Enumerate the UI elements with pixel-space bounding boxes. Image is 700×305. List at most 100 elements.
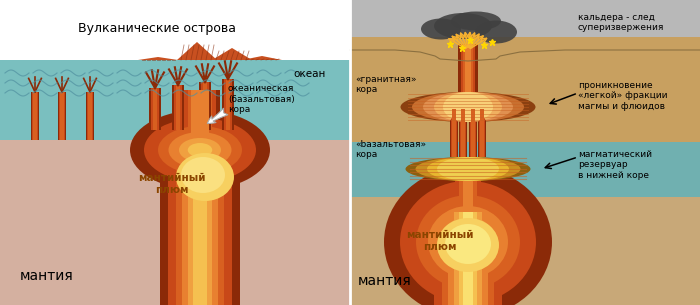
Ellipse shape <box>450 226 486 258</box>
Bar <box>199 82 211 130</box>
Bar <box>160 165 240 305</box>
Bar <box>459 212 477 305</box>
Ellipse shape <box>427 157 509 181</box>
Ellipse shape <box>421 19 461 40</box>
Polygon shape <box>138 57 178 60</box>
Bar <box>33 92 37 140</box>
Bar <box>478 109 486 157</box>
Ellipse shape <box>188 143 212 157</box>
Bar <box>442 212 494 305</box>
Bar <box>350 197 700 305</box>
Bar <box>168 165 232 305</box>
Bar <box>60 92 64 140</box>
Bar <box>58 92 66 140</box>
Bar <box>459 165 477 212</box>
Polygon shape <box>212 48 252 60</box>
Polygon shape <box>177 42 217 60</box>
Ellipse shape <box>458 233 478 251</box>
Ellipse shape <box>400 92 536 122</box>
Text: проникновение
«легкой» фракции
магмы и флюидов: проникновение «легкой» фракции магмы и ф… <box>578 81 668 111</box>
Bar <box>461 109 465 157</box>
Bar <box>465 44 471 92</box>
Ellipse shape <box>144 118 256 182</box>
Text: мантия: мантия <box>20 269 74 283</box>
Text: кальдера - след
суперизвержения: кальдера - след суперизвержения <box>578 13 664 32</box>
Bar <box>471 109 475 157</box>
Bar <box>448 212 488 305</box>
Bar <box>350 0 700 55</box>
Bar <box>463 212 473 305</box>
Bar <box>31 92 39 140</box>
Ellipse shape <box>181 157 225 193</box>
Bar <box>222 79 234 130</box>
Bar <box>470 109 476 157</box>
Text: магматический
резервуар
в нижней коре: магматический резервуар в нижней коре <box>578 150 652 180</box>
Bar <box>203 82 207 130</box>
Bar <box>153 88 157 130</box>
Ellipse shape <box>437 218 499 272</box>
Bar <box>176 85 180 130</box>
Bar <box>176 165 224 305</box>
Ellipse shape <box>445 224 491 264</box>
Bar <box>184 90 216 150</box>
Bar <box>149 88 161 130</box>
Bar <box>188 90 212 150</box>
Bar <box>479 109 485 157</box>
Bar <box>0 140 350 305</box>
Ellipse shape <box>405 157 531 181</box>
Bar <box>180 90 220 150</box>
Ellipse shape <box>440 217 496 267</box>
Bar <box>193 165 207 305</box>
Ellipse shape <box>412 92 524 122</box>
Text: мантия: мантия <box>358 274 412 288</box>
Bar <box>469 109 477 157</box>
Ellipse shape <box>400 181 536 303</box>
Bar <box>450 109 458 157</box>
Text: мантийный
плюм: мантийный плюм <box>139 174 206 195</box>
Bar <box>350 142 700 197</box>
Ellipse shape <box>176 153 234 201</box>
Bar <box>172 85 184 130</box>
Polygon shape <box>242 56 282 60</box>
Bar <box>59 92 65 140</box>
Text: мантийный
плюм: мантийный плюм <box>406 230 474 252</box>
Bar <box>458 44 478 92</box>
Text: океаническая
(базальтовая)
кора: океаническая (базальтовая) кора <box>228 84 295 114</box>
Bar <box>454 212 482 305</box>
Ellipse shape <box>130 110 270 190</box>
Bar <box>463 165 473 212</box>
Text: «гранитная»
кора: «гранитная» кора <box>355 75 416 94</box>
Text: «bазальтовая»
кора: «bазальтовая» кора <box>355 140 426 159</box>
Bar <box>459 109 467 157</box>
Bar <box>226 79 230 130</box>
Bar <box>350 50 700 142</box>
Bar <box>32 92 38 140</box>
Bar <box>0 60 350 140</box>
Bar <box>86 92 94 140</box>
Ellipse shape <box>158 126 242 174</box>
Ellipse shape <box>384 167 552 305</box>
Bar <box>455 165 481 212</box>
Bar <box>426 212 510 305</box>
Ellipse shape <box>434 92 502 122</box>
Bar <box>480 109 484 157</box>
Ellipse shape <box>169 132 232 168</box>
Bar <box>87 92 93 140</box>
Bar <box>350 0 700 50</box>
Bar <box>174 85 182 130</box>
Text: океан: океан <box>293 69 326 79</box>
Bar <box>224 79 232 130</box>
Bar <box>452 109 456 157</box>
Bar <box>201 82 209 130</box>
Bar <box>450 165 486 212</box>
Text: Вулканические острова: Вулканические острова <box>78 22 236 35</box>
Ellipse shape <box>434 13 492 39</box>
Bar <box>451 109 457 157</box>
Bar <box>463 44 473 92</box>
Bar <box>88 92 92 140</box>
Ellipse shape <box>416 195 520 289</box>
Bar <box>0 0 350 60</box>
Bar <box>434 212 502 305</box>
Bar <box>188 165 212 305</box>
Ellipse shape <box>416 157 521 181</box>
